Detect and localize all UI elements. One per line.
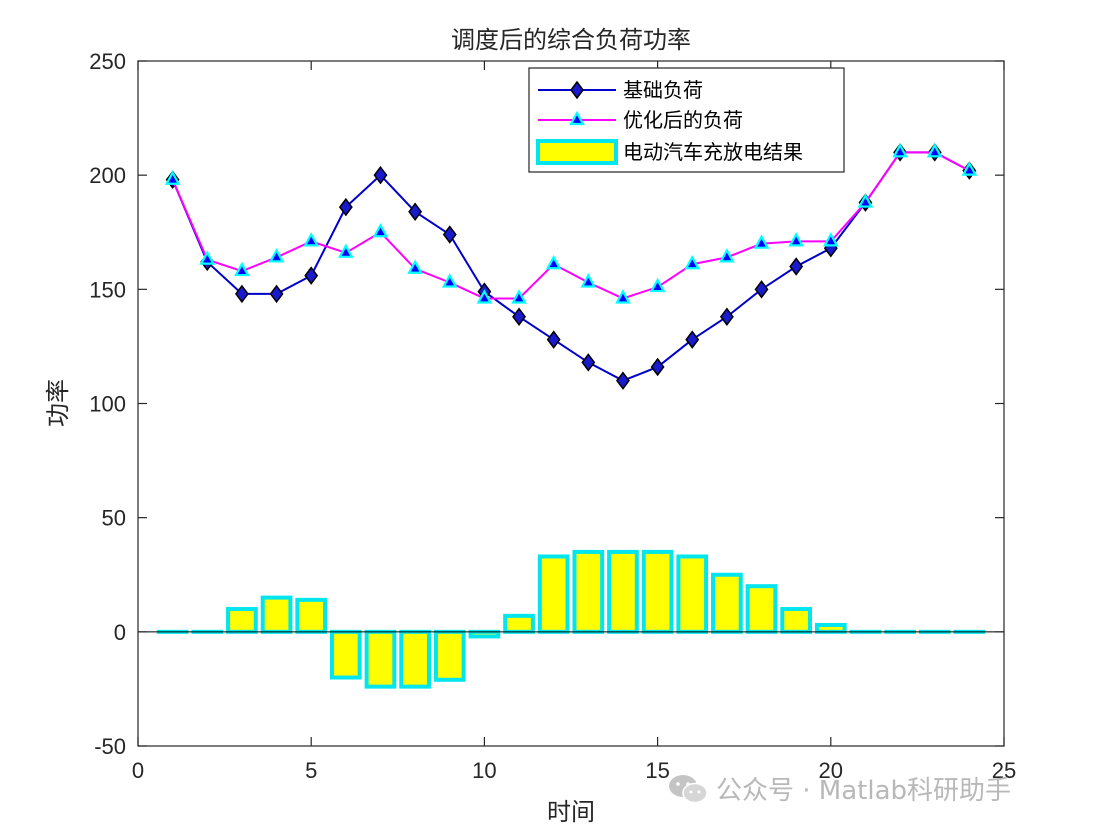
triangle-marker: [961, 161, 978, 176]
diamond-marker: [616, 371, 630, 390]
y-tick-label: 150: [89, 277, 126, 302]
triangle-marker: [857, 193, 874, 208]
y-tick-label: 250: [89, 49, 126, 74]
x-tick-label: 10: [472, 758, 496, 783]
triangle-marker: [407, 259, 423, 274]
line-series: [164, 143, 978, 390]
legend-label: 电动汽车充放电结果: [623, 140, 803, 164]
triangle-marker: [822, 232, 839, 247]
bar: [641, 549, 674, 634]
x-tick-label: 25: [992, 758, 1016, 783]
triangle-marker: [649, 277, 666, 293]
y-tick-label: -50: [94, 734, 126, 759]
diamond-marker: [408, 202, 423, 221]
bar: [780, 607, 813, 634]
bar: [676, 554, 709, 634]
x-axis-label: 时间: [547, 798, 595, 826]
bar: [364, 629, 397, 689]
triangle-marker: [511, 289, 527, 304]
triangle-marker: [788, 232, 805, 247]
triangle-marker: [684, 254, 701, 270]
diamond-marker: [234, 284, 249, 304]
x-tick-label: 0: [132, 758, 144, 783]
bar: [745, 584, 778, 634]
diamond-marker: [512, 307, 526, 326]
triangle-marker: [753, 234, 770, 249]
diamond-marker: [719, 307, 734, 326]
triangle-marker: [234, 261, 250, 277]
triangle-marker: [569, 110, 585, 126]
bar: [433, 629, 466, 682]
diamond-marker: [570, 80, 584, 100]
bar: [260, 595, 293, 634]
y-tick-label: 100: [89, 392, 126, 417]
legend-item: 基础负荷: [538, 78, 703, 102]
diamond-marker: [754, 280, 769, 299]
bar: [329, 629, 362, 680]
triangle-marker: [926, 143, 943, 158]
y-tick-label: 50: [102, 506, 126, 531]
triangle-marker: [199, 250, 216, 265]
diamond-marker: [304, 266, 319, 285]
x-tick-label: 20: [819, 758, 843, 783]
bar: [711, 572, 743, 634]
legend-item: 优化后的负荷: [538, 108, 743, 132]
legend-swatch: [536, 139, 618, 165]
diamond-marker: [269, 284, 284, 304]
wechat-icon: [669, 774, 708, 803]
triangle-marker: [476, 289, 493, 304]
legend-label: 优化后的负荷: [623, 108, 743, 132]
chart-title: 调度后的综合负荷功率: [451, 26, 691, 54]
diamond-marker: [789, 257, 804, 276]
watermark: 公众号 · Matlab科研助手: [668, 770, 1011, 807]
bar: [503, 613, 535, 634]
diamond-marker: [581, 353, 596, 372]
x-tick-label: 5: [305, 758, 317, 783]
triangle-marker: [615, 289, 631, 304]
triangle-marker: [892, 143, 908, 158]
bar: [537, 554, 570, 634]
bar: [572, 549, 605, 634]
triangle-marker: [337, 243, 354, 258]
triangle-marker: [268, 248, 285, 263]
diamond-marker: [546, 330, 561, 349]
x-tick-label: 15: [645, 758, 669, 783]
bar: [607, 549, 639, 634]
triangle-marker: [372, 222, 389, 238]
legend-item: 电动汽车充放电结果: [536, 139, 803, 165]
series-optimized-load: [164, 143, 978, 304]
watermark-text: 公众号 · Matlab科研助手: [716, 776, 1012, 806]
diamond-marker: [373, 165, 388, 185]
bar: [295, 597, 328, 634]
legend-label: 基础负荷: [623, 78, 703, 102]
triangle-marker: [719, 248, 735, 263]
triangle-marker: [441, 273, 458, 288]
diamond-marker: [685, 330, 700, 349]
triangle-marker: [303, 232, 320, 247]
y-axis-label: 功率: [44, 379, 72, 427]
series-line: [171, 151, 970, 382]
triangle-marker: [545, 254, 562, 270]
triangle-marker: [580, 273, 597, 288]
y-tick-label: 0: [114, 620, 126, 645]
bar: [399, 629, 431, 689]
diamond-marker: [338, 197, 353, 217]
diamond-marker: [650, 357, 665, 377]
y-tick-label: 200: [89, 163, 126, 188]
triangle-marker: [164, 170, 181, 185]
diamond-marker: [442, 225, 457, 244]
bar: [814, 622, 847, 634]
bar: [468, 629, 501, 639]
bar: [226, 607, 258, 634]
